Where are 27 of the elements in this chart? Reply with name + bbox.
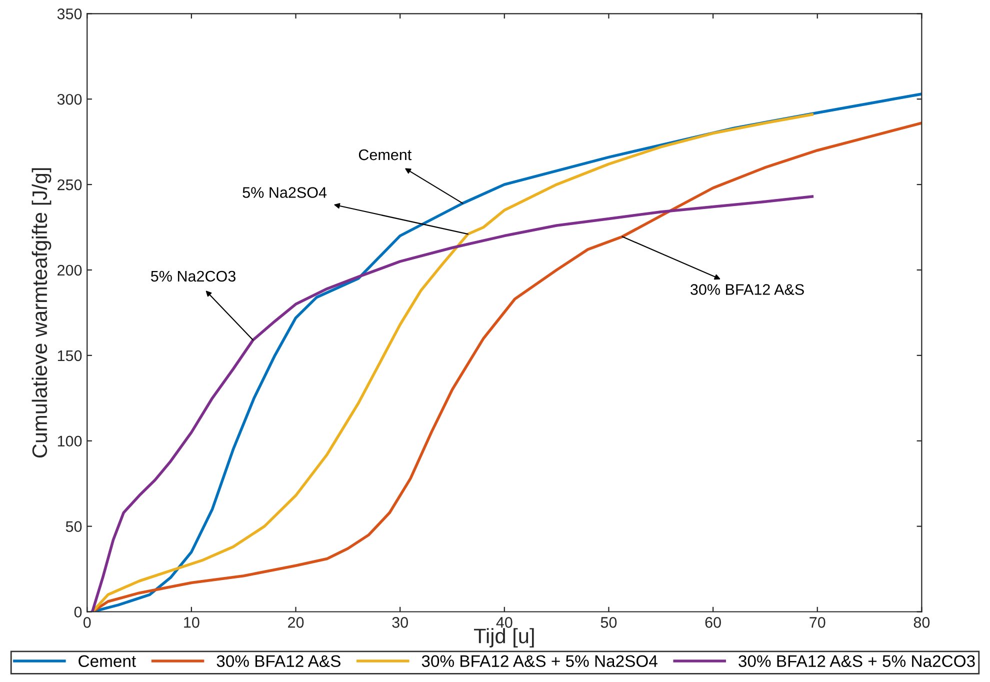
y-tick-label: 300 — [57, 94, 82, 105]
x-tick-label: 80 — [914, 617, 930, 628]
annotation: 5% Na2CO3 — [151, 270, 236, 282]
x-tick-label: 50 — [600, 617, 617, 628]
y-tick-label: 50 — [66, 521, 82, 532]
y-tick-label: 350 — [57, 8, 82, 20]
legend-label: 30% BFA12 A&S — [216, 655, 340, 668]
y-tick-label: 0 — [74, 606, 82, 618]
annotation: 5% Na2SO4 — [242, 187, 327, 198]
y-tick-label: 250 — [58, 179, 82, 190]
legend-label: 30% BFA12 A&S + 5% Na2CO3 — [738, 655, 975, 668]
annotation: 30% BFA12 A&S — [690, 284, 804, 295]
x-tick-label: 60 — [705, 617, 721, 628]
x-tick-label: 0 — [83, 617, 91, 628]
x-tick-label: 10 — [184, 617, 200, 628]
y-axis-title: Cumulatieve warmteafgifte [J/g] — [32, 168, 52, 458]
x-tick-label: 40 — [496, 617, 512, 628]
x-tick-label: 30 — [392, 617, 408, 628]
y-tick-label: 100 — [58, 436, 82, 447]
annotation: Cement — [358, 149, 412, 160]
x-tick-label: 20 — [288, 617, 304, 628]
x-tick-label: 70 — [810, 617, 826, 628]
x-axis-title: Tijd [u] — [474, 628, 534, 648]
y-tick-label: 200 — [58, 264, 82, 276]
y-tick-label: 150 — [58, 350, 82, 362]
legend-label: 30% BFA12 A&S + 5% Na2SO4 — [422, 655, 658, 668]
legend-label: Cement — [78, 655, 136, 668]
